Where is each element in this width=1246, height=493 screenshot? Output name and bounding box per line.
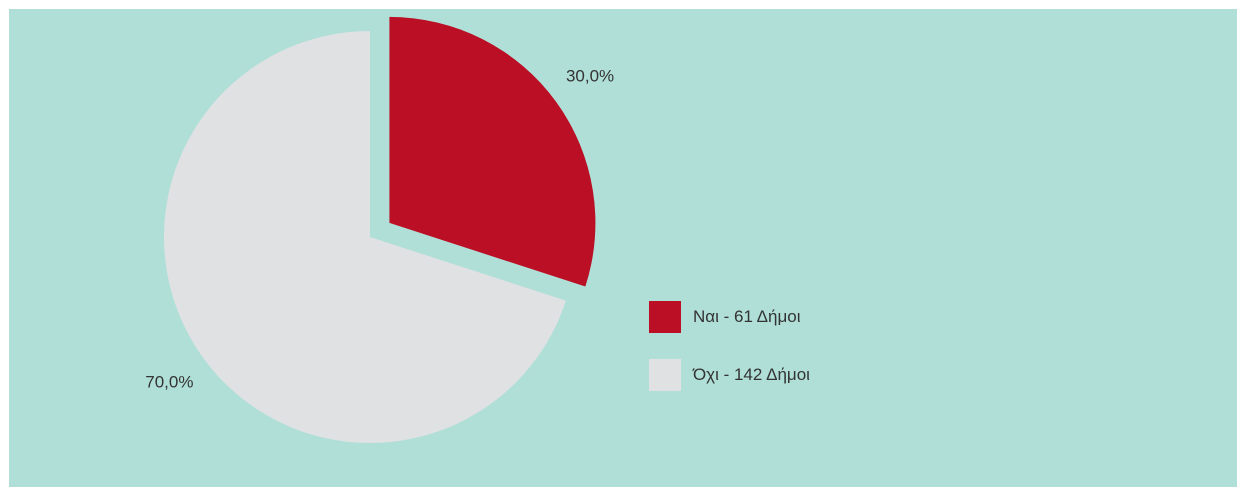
legend-swatch-yes (649, 301, 681, 333)
legend-swatch-no (649, 359, 681, 391)
data-label-no: 70,0% (145, 372, 193, 391)
chart-panel: 30,0% 70,0% Ναι - 61 Δήμοι Όχι - 142 Δήμο… (9, 9, 1237, 487)
legend-item-yes: Ναι - 61 Δήμοι (649, 301, 810, 333)
legend-label-yes: Ναι - 61 Δήμοι (693, 307, 801, 326)
legend: Ναι - 61 Δήμοι Όχι - 142 Δήμοι (649, 301, 810, 417)
slice-yes (389, 16, 596, 287)
legend-item-no: Όχι - 142 Δήμοι (649, 359, 810, 391)
pie-chart: 30,0% 70,0% (145, 16, 614, 443)
data-label-yes: 30,0% (566, 67, 614, 86)
legend-label-no: Όχι - 142 Δήμοι (693, 365, 810, 384)
slice-no (164, 31, 566, 443)
